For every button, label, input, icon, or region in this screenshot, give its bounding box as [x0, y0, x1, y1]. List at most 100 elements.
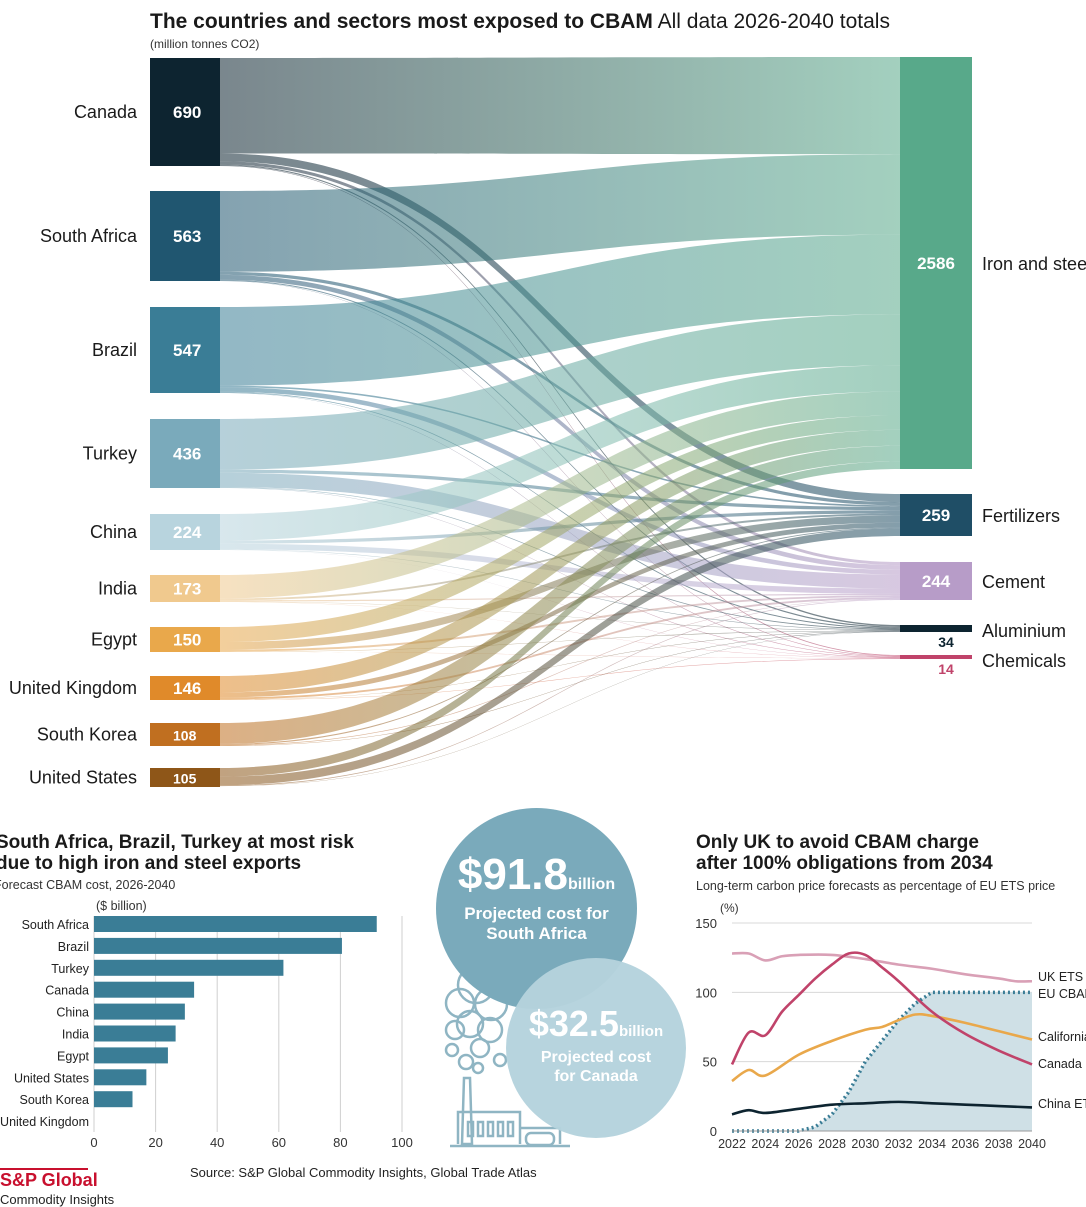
- source-node-india: [150, 575, 220, 602]
- sankey-link-turkey-to-iron-and-steel: [220, 314, 900, 470]
- source-value-south-korea: 108: [173, 728, 197, 744]
- bar-xtick-80: 80: [333, 1135, 347, 1150]
- source-label-united-kingdom: United Kingdom: [9, 678, 137, 698]
- source-label-india: India: [98, 579, 138, 599]
- source-label-south-africa: South Africa: [40, 226, 138, 246]
- brand-rule: [0, 1168, 88, 1170]
- target-node-chemicals: [900, 655, 972, 659]
- source-label-turkey: Turkey: [83, 444, 137, 464]
- bar-label-south-africa: South Africa: [22, 918, 89, 932]
- source-label-united-states: United States: [29, 768, 137, 788]
- sankey-link-india-to-iron-and-steel: [220, 391, 900, 599]
- line-title-line2: after 100% obligations from 2034: [696, 853, 993, 874]
- line-xtick-2038: 2038: [985, 1137, 1013, 1151]
- chimney: [460, 1076, 474, 1146]
- ca-amount: $32.5: [528, 1003, 619, 1044]
- bar-xtick-20: 20: [148, 1135, 162, 1150]
- sankey-links: [220, 57, 900, 787]
- sankey-link-south-korea-to-fertilizers: [220, 527, 900, 745]
- ca-desc-line2: for Canada: [554, 1068, 638, 1086]
- source-value-brazil: 547: [173, 341, 201, 360]
- source-label-egypt: Egypt: [91, 630, 137, 650]
- factory-window: [496, 1120, 505, 1138]
- factory-window: [486, 1120, 495, 1138]
- bar-united-states: [94, 1069, 147, 1086]
- sankey-link-egypt-to-cement: [220, 595, 900, 652]
- target-node-cement: [900, 562, 972, 600]
- ca-desc-line1: Projected cost: [540, 1049, 652, 1066]
- line-label-china-ets: China ETS: [1038, 1097, 1086, 1111]
- bar-brazil: [94, 937, 342, 954]
- factory-window: [506, 1120, 515, 1138]
- chart-unit: (million tonnes CO2): [150, 37, 260, 51]
- line-series-eu-cbam: [732, 990, 1032, 1133]
- sankey-link-united-states-to-fertilizers: [220, 528, 900, 786]
- sankey-link-united-kingdom-to-aluminium: [220, 630, 900, 700]
- bar-label-turkey: Turkey: [51, 962, 89, 976]
- source-node-china: [150, 514, 220, 550]
- sankey-link-south-africa-to-chemicals: [220, 280, 900, 657]
- line-ytick-0: 0: [710, 1124, 717, 1139]
- target-node-fertilizers: [900, 494, 972, 536]
- source-value-united-states: 105: [173, 771, 197, 787]
- bar-label-china: China: [56, 1006, 89, 1020]
- bar-south-korea: [94, 1091, 133, 1108]
- sankey-link-south-korea-to-cement: [220, 598, 900, 746]
- target-label-chemicals: Chemicals: [982, 651, 1066, 671]
- bar-south-africa: [94, 916, 377, 932]
- line-series-china-ets: [731, 1100, 1033, 1116]
- source-value-egypt: 150: [173, 631, 201, 650]
- sankey-link-brazil-to-aluminium: [220, 391, 900, 629]
- smoke-puff: [471, 1061, 485, 1075]
- source-node-united-states: [150, 768, 220, 787]
- bar-chart: South Africa, Brazil, Turkey at most ris…: [0, 832, 413, 1150]
- sankey-link-united-states-to-cement: [220, 599, 900, 786]
- sankey-link-brazil-to-cement: [220, 387, 900, 575]
- factory-window: [476, 1120, 485, 1138]
- sankey-link-united-states-to-iron-and-steel: [220, 461, 900, 777]
- factory-window: [466, 1120, 475, 1138]
- source-node-canada: [150, 58, 220, 166]
- target-label-cement: Cement: [982, 572, 1045, 592]
- bar-india: [94, 1025, 176, 1042]
- line-xtick-2028: 2028: [818, 1137, 846, 1151]
- source-value-india: 173: [173, 580, 201, 599]
- bar-turkey: [94, 959, 284, 976]
- sankey-link-canada-to-iron-and-steel: [220, 57, 900, 155]
- bar-xtick-40: 40: [210, 1135, 224, 1150]
- bar-label-egypt: Egypt: [57, 1049, 89, 1063]
- bar-label-united-states: United States: [14, 1071, 89, 1085]
- source-node-brazil: [150, 307, 220, 393]
- source-value-canada: 690: [173, 103, 201, 122]
- source-value-south-africa: 563: [173, 227, 201, 246]
- line-xtick-2024: 2024: [751, 1137, 779, 1151]
- line-series-uk-ets: [731, 951, 1033, 983]
- source-label-canada: Canada: [74, 102, 138, 122]
- sankey-link-china-to-iron-and-steel: [220, 365, 900, 541]
- sankey-link-united-states-to-aluminium: [220, 631, 900, 787]
- chart-title: The countries and sectors most exposed t…: [150, 10, 890, 34]
- title-bold: The countries and sectors most exposed t…: [150, 10, 653, 33]
- sankey-link-egypt-to-iron-and-steel: [220, 415, 900, 642]
- sankey-link-china-to-chemicals: [220, 549, 900, 658]
- eu-cbam-area: [732, 992, 1032, 1131]
- line-xtick-2040: 2040: [1018, 1137, 1046, 1151]
- bar-label-brazil: Brazil: [58, 940, 89, 954]
- sa-desc-line2: South Africa: [486, 924, 587, 944]
- bar-xtick-100: 100: [391, 1135, 413, 1150]
- smoke-puff: [476, 1016, 504, 1044]
- source-value-turkey: 436: [173, 445, 201, 464]
- sankey-link-south-korea-to-iron-and-steel: [220, 445, 900, 744]
- sankey-link-united-kingdom-to-chemicals: [220, 658, 900, 700]
- line-subtitle: Long-term carbon price forecasts as perc…: [696, 879, 1055, 893]
- line-xtick-2036: 2036: [951, 1137, 979, 1151]
- bar-xtick-60: 60: [272, 1135, 286, 1150]
- line-xtick-2022: 2022: [718, 1137, 746, 1151]
- factory-tank: [524, 1131, 556, 1147]
- sankey-link-turkey-to-chemicals: [220, 487, 900, 658]
- smoke-puff: [444, 1042, 460, 1058]
- source-node-united-kingdom: [150, 676, 220, 700]
- bar-label-south-korea: South Korea: [20, 1093, 90, 1107]
- line-ylabel: (%): [720, 901, 739, 915]
